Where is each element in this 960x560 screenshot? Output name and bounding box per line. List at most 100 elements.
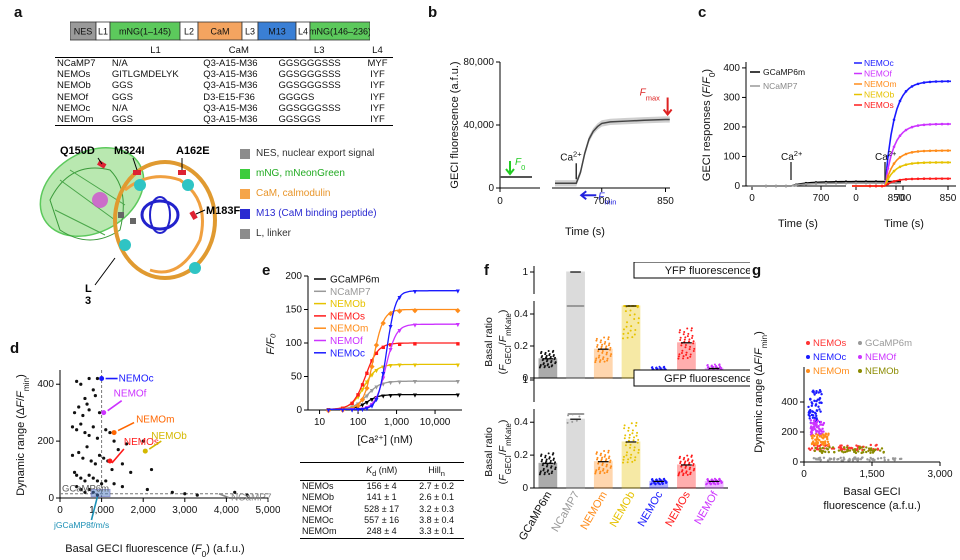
data-point <box>810 447 814 450</box>
data-point <box>853 447 857 451</box>
data-point <box>545 458 548 461</box>
data-point: ▼ <box>411 362 418 369</box>
table-cell: NEMOf <box>57 91 89 103</box>
table-cell: NEMOs <box>302 480 334 491</box>
data-point <box>819 447 822 450</box>
data-point <box>601 462 604 465</box>
data-point <box>547 350 550 353</box>
x-axis-label: Time (s) <box>778 218 818 230</box>
data-point <box>892 162 896 165</box>
y-tick-label: 200 <box>37 436 54 447</box>
data-point <box>595 469 598 472</box>
data-point <box>600 339 603 342</box>
data-point <box>575 419 578 422</box>
data-point <box>690 454 693 457</box>
data-point <box>814 404 817 407</box>
data-point: ◆ <box>397 308 403 315</box>
data-point <box>79 382 83 386</box>
data-point <box>600 345 603 348</box>
data-point <box>808 417 811 420</box>
data-point <box>811 441 814 445</box>
data-point <box>553 462 556 465</box>
data-point <box>112 482 116 486</box>
bar <box>621 441 641 489</box>
table-cell: GGS <box>111 91 133 103</box>
f0-arrowhead <box>505 168 515 176</box>
highlight-label: GCaMP6m <box>62 483 109 494</box>
data-point <box>622 458 625 461</box>
data-point: ■ <box>356 392 360 399</box>
data-point <box>610 353 613 356</box>
data-point <box>549 459 552 462</box>
data-point <box>910 125 914 129</box>
data-point <box>886 178 890 181</box>
data-point <box>575 305 578 307</box>
data-point <box>542 467 545 470</box>
data-point: ■ <box>413 341 417 348</box>
data-point <box>871 449 874 452</box>
highlight-label: NCaMP7 <box>231 493 272 504</box>
legend-label: NEMOc <box>813 352 847 363</box>
legend-swatch <box>240 189 250 199</box>
data-point: ■ <box>370 358 374 365</box>
data-point <box>601 358 604 361</box>
data-point <box>822 456 826 460</box>
data-point: ◆ <box>364 385 370 392</box>
data-point <box>543 365 546 368</box>
data-point <box>601 464 604 467</box>
data-point <box>609 346 612 349</box>
fmin-arrowhead <box>579 190 587 201</box>
data-point: ▼ <box>363 406 370 413</box>
data-point <box>689 466 692 469</box>
data-point <box>581 305 584 307</box>
table-cell: IYF <box>370 102 385 114</box>
data-point <box>120 485 124 489</box>
data-point <box>685 351 688 354</box>
data-point <box>810 413 814 417</box>
cam-domain <box>113 160 217 280</box>
table-cell: NEMOc <box>302 515 334 526</box>
data-point <box>601 351 604 354</box>
data-point <box>70 425 75 429</box>
highlight-point <box>111 430 117 436</box>
data-point <box>637 321 640 324</box>
data-point <box>910 85 914 88</box>
data-point <box>95 479 100 483</box>
data-point <box>566 421 569 424</box>
data-point <box>719 365 722 368</box>
data-point <box>627 332 630 335</box>
data-point <box>603 336 606 339</box>
x-tick-label: GCaMP6m <box>517 490 555 543</box>
data-point <box>685 470 688 473</box>
data-point <box>809 431 813 434</box>
data-point <box>892 169 896 173</box>
data-point <box>720 480 723 483</box>
data-point <box>637 438 640 441</box>
data-point: ▼ <box>363 400 370 407</box>
ca-label-right: Ca2+ <box>875 149 897 164</box>
table-cell: IYF <box>370 91 385 103</box>
data-point <box>79 422 83 426</box>
data-point <box>636 431 639 434</box>
data-point <box>149 467 154 472</box>
data-point <box>233 490 237 494</box>
data-point <box>854 451 858 455</box>
data-point <box>916 124 920 127</box>
data-point <box>811 402 814 405</box>
data-point <box>550 360 553 363</box>
data-point <box>813 426 816 430</box>
data-point <box>852 450 856 454</box>
table-cell: N/A <box>111 58 128 69</box>
data-point <box>596 458 599 461</box>
data-point <box>629 443 632 446</box>
panel-label-a: a <box>14 4 23 21</box>
data-point <box>904 178 908 181</box>
data-point <box>623 424 626 427</box>
data-point <box>104 479 108 483</box>
highlight-label: NEMOf <box>114 389 147 400</box>
data-point <box>624 434 627 437</box>
data-point <box>886 154 890 158</box>
highlight-point <box>99 376 105 382</box>
data-point <box>83 396 87 401</box>
data-point <box>821 446 824 450</box>
